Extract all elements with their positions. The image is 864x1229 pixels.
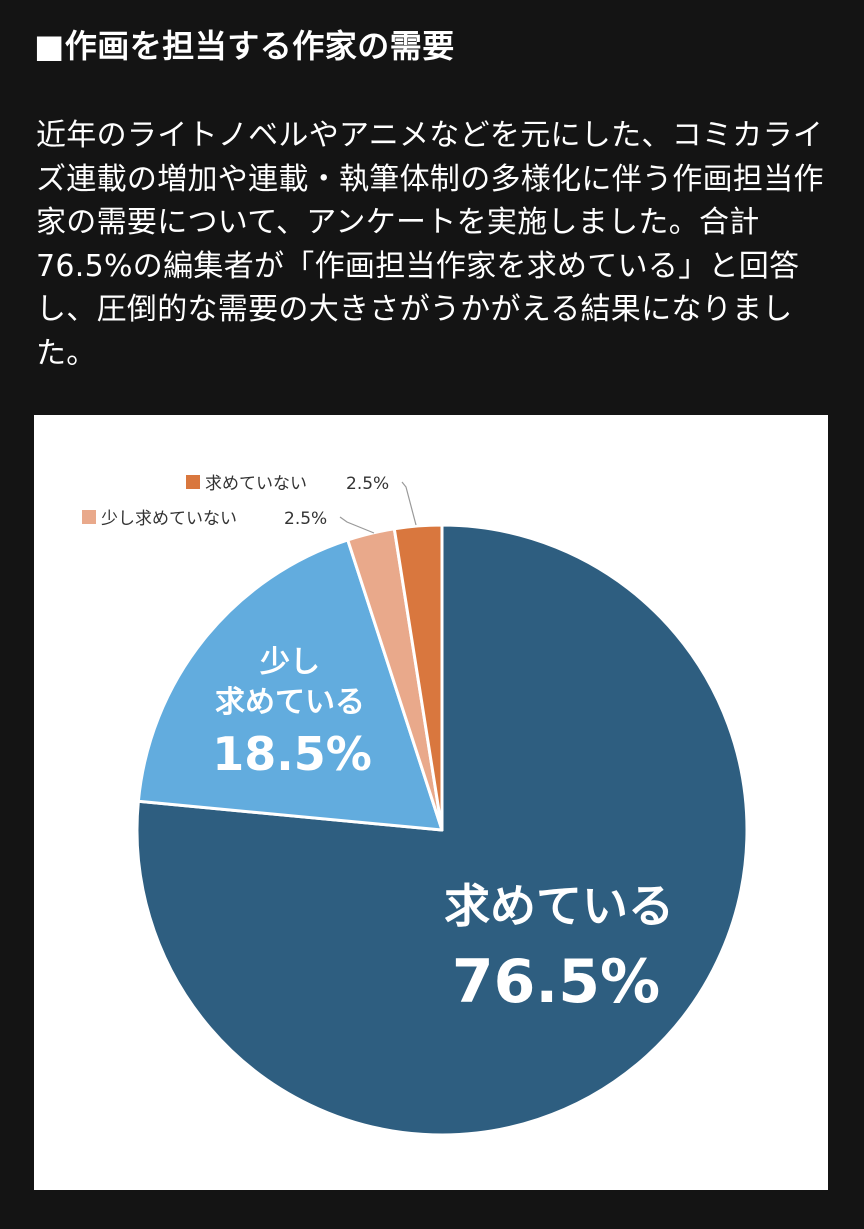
slice-label-wanted: 求めている — [444, 879, 674, 933]
pie-chart-panel: 求めている 76.5% 少し求めている 18.5% 求めていない 2.5% 少し求めていない… — [34, 415, 828, 1190]
section-description: 近年のライトノベルやアニメなどを元にした、コミカライズ連載の増加や連載・執筆体制… — [36, 118, 824, 371]
outside-label-somewhat-not-wanted: 少し求めていない — [101, 509, 237, 529]
leader-line-not-wanted — [401, 481, 417, 526]
outside-label-not-wanted: 求めていない — [205, 474, 307, 494]
slice-label-somewhat-wanted-line2: 求めている — [215, 685, 365, 720]
legend-swatch-not-wanted — [186, 475, 200, 489]
section-title: ■作画を担当する作家の需要 — [34, 27, 455, 65]
pie-slice-2 — [136, 538, 444, 832]
leader-line-somewhat-not-wanted — [339, 516, 375, 534]
legend-swatch-somewhat-not-wanted — [82, 510, 96, 524]
pie-slice-4 — [392, 523, 444, 832]
slice-value-wanted: 76.5% — [452, 947, 660, 1017]
slice-label-somewhat-wanted-line1: 少し — [260, 645, 320, 680]
slice-value-somewhat-wanted: 18.5% — [212, 727, 372, 781]
outside-value-not-wanted: 2.5% — [346, 474, 389, 494]
outside-value-somewhat-not-wanted: 2.5% — [284, 509, 327, 529]
